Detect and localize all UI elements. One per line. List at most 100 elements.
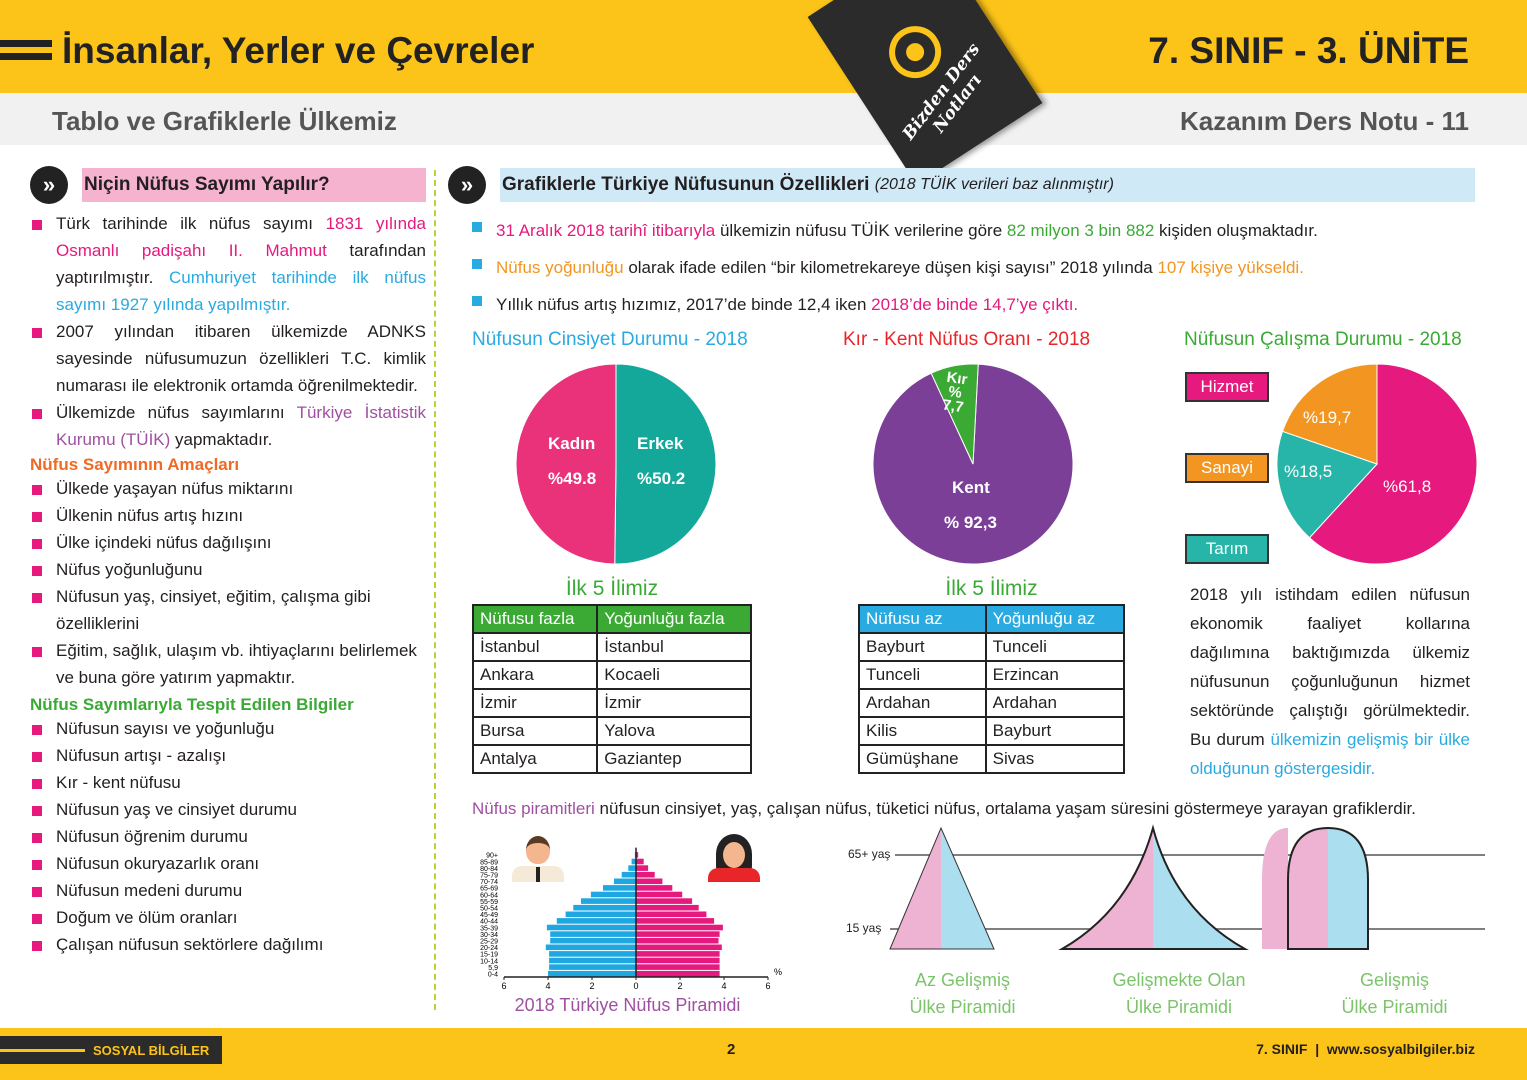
developing-pyramid: [1058, 824, 1249, 950]
bar-male: [546, 924, 636, 931]
pyramid-types-diagram: [889, 824, 1485, 950]
purposes-heading: Nüfus Sayımının Amaçları: [30, 455, 240, 474]
bar-female: [636, 852, 639, 858]
list-item: Eğitim, sağlık, ulaşım vb. ihtiyaçlarını…: [30, 637, 426, 691]
page-title: İnsanlar, Yerler ve Çevreler: [62, 30, 535, 71]
list-item: Nüfusun öğrenim durumu: [30, 823, 426, 850]
age-tick-label: 5,9: [488, 965, 498, 972]
population-pyramid: 0-45,910-1415-1920-2425-2930-3435-3940-4…: [480, 847, 782, 991]
age-tick-label: 70-74: [480, 879, 498, 886]
facts-list: 31 Aralık 2018 tarihî itibarıyla ülkemiz…: [470, 212, 1480, 323]
table-row: Gümüşhane Sivas: [858, 744, 1126, 774]
age-tick-label: 85-89: [480, 859, 498, 866]
x-tick-label: 2: [677, 981, 682, 991]
age-tick-label: 20-24: [480, 945, 498, 952]
bar-male: [549, 957, 636, 964]
age-tick-label: 50-54: [480, 906, 498, 913]
age-tick-label: 80-84: [480, 866, 498, 873]
developed-pyramid: [1262, 826, 1369, 950]
table-cell: Tunceli: [984, 632, 1126, 662]
age-tick-label: 65-69: [480, 886, 498, 893]
bar-female: [636, 891, 683, 898]
age-tick-label: 60-64: [480, 892, 498, 899]
table-cell: Ankara: [471, 660, 599, 690]
list-item: Ülkede yaşayan nüfus miktarını: [30, 475, 426, 502]
page-number: 2: [727, 1041, 736, 1058]
table-cell: Antalya: [471, 744, 599, 774]
left-column: » Niçin Nüfus Sayımı Yapılır? Türk tarih…: [30, 166, 426, 958]
pyramid-sentence: Nüfus piramitleri nüfusun cinsiyet, yaş,…: [472, 799, 1416, 818]
column-header: Nüfusu az: [858, 604, 987, 634]
column-header: Nüfusu fazla: [471, 604, 599, 634]
double-chevron-icon: »: [448, 166, 486, 204]
bar-female: [636, 904, 699, 911]
list-item: Nüfus yoğunluğunu: [30, 556, 426, 583]
table-cell: İstanbul: [596, 632, 752, 662]
employment-text: 2018 yılı istihdam edilen nüfusun ekonom…: [1190, 585, 1470, 778]
age-label-65: 65+ yaş: [848, 847, 891, 861]
pie-slice-kadın: [515, 363, 617, 565]
bar-female: [636, 931, 720, 937]
bar-male: [550, 931, 636, 937]
list-item: Nüfusun okuryazarlık oranı: [30, 850, 426, 877]
bar-male: [556, 918, 636, 924]
footer-subject: SOSYAL BİLGİLER: [0, 1036, 222, 1064]
x-tick-label: 4: [721, 981, 726, 991]
pie-slice-kır: [930, 363, 979, 465]
list-item: Yıllık nüfus artış hızımız, 2017’de bind…: [470, 286, 1480, 323]
age-tick-label: 10-14: [480, 958, 498, 965]
list-item: Nüfus yoğunluğu olarak ifade edilen “bir…: [470, 249, 1480, 286]
table-row: Bursa Yalova: [471, 716, 752, 746]
x-tick-label: 0: [633, 981, 638, 991]
table2-title: İlk 5 İlimiz: [945, 577, 1038, 600]
age-tick-label: 40-44: [480, 919, 498, 926]
bar-male: [628, 865, 636, 871]
pie-label: %19,7: [1303, 408, 1352, 427]
list-item: 31 Aralık 2018 tarihî itibarıyla ülkemiz…: [470, 212, 1480, 249]
info-list: Nüfusun sayısı ve yoğunluğu Nüfusun artış…: [30, 715, 426, 958]
column-header: Yoğunluğu fazla: [596, 604, 752, 634]
age-tick-label: 75-79: [480, 873, 498, 880]
footer-website[interactable]: 7. SINIF | www.sosyalbilgiler.biz: [1256, 1041, 1475, 1057]
least-developed-pyramid: [889, 826, 995, 950]
bar-female: [636, 911, 707, 918]
x-tick-label: 2: [589, 981, 594, 991]
subheader-bar: [0, 93, 1527, 145]
table-cell: Ardahan: [858, 688, 987, 718]
bar-male: [590, 891, 636, 898]
x-tick-label: 6: [501, 981, 506, 991]
legend-sanayi: Sanayi: [1185, 453, 1269, 483]
table-cell: Sivas: [984, 744, 1126, 774]
right-section-heading: » Grafiklerle Türkiye Nüfusunun Özellikl…: [448, 166, 1475, 204]
bar-female: [636, 918, 715, 924]
pie-label: %61,8: [1383, 477, 1432, 496]
table-cell: Kilis: [858, 716, 987, 746]
table-row: Ardahan Ardahan: [858, 688, 1126, 718]
legend-hizmet: Hizmet: [1185, 372, 1269, 402]
header-lines: [0, 40, 52, 66]
ruralurban-chart-title: Kır - Kent Nüfus Oranı - 2018: [843, 329, 1091, 350]
bar-female: [636, 898, 693, 904]
table-cell: İzmir: [471, 688, 599, 718]
age-tick-label: 0-4: [488, 972, 498, 979]
list-item: Nüfusun artışı - azalışı: [30, 742, 426, 769]
double-chevron-icon: »: [30, 166, 68, 204]
list-item: Nüfusun sayısı ve yoğunluğu: [30, 715, 426, 742]
man-avatar-icon: [512, 836, 564, 882]
table-cell: Gümüşhane: [858, 744, 987, 774]
unit-label: 7. SINIF - 3. ÜNİTE: [1148, 30, 1469, 71]
bar-female: [636, 858, 644, 865]
x-axis-label: %: [774, 967, 782, 977]
pyramid-type-label: Gelişmiş Ülke Piramidi: [1341, 970, 1448, 1017]
pie-label: Erkek: [637, 434, 684, 453]
bar-male: [548, 970, 636, 977]
table-cell: Ardahan: [984, 688, 1126, 718]
pie-label: Kadın: [548, 434, 596, 453]
pie-slice-erkek: [614, 363, 717, 565]
pyramid-type-label: Az Gelişmiş Ülke Piramidi: [909, 970, 1016, 1017]
bar-female: [636, 878, 663, 885]
table-row: Kilis Bayburt: [858, 716, 1126, 746]
pie-label: % 92,3: [944, 513, 997, 532]
pie-label: %18,5: [1284, 462, 1333, 481]
